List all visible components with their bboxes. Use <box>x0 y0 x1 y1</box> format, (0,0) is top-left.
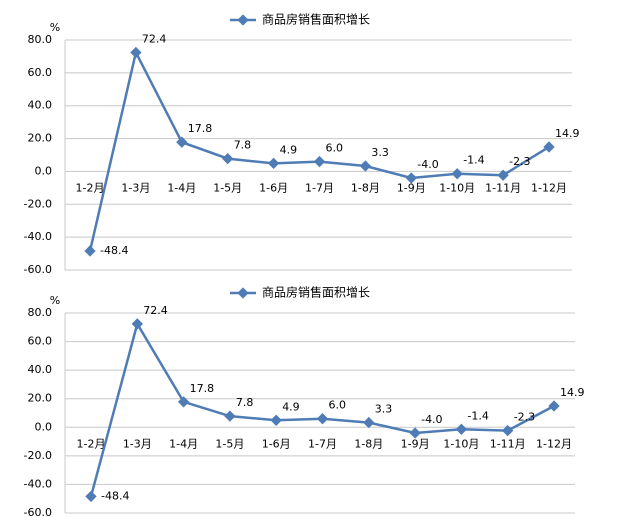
x-tick-label: 1-7月 <box>305 181 334 194</box>
y-axis-title: % <box>50 21 60 34</box>
value-label: 4.9 <box>282 400 300 413</box>
x-tick-label: 1-2月 <box>77 437 106 450</box>
point <box>316 413 329 425</box>
point <box>131 318 143 330</box>
legend-marker <box>237 14 249 26</box>
point <box>270 414 282 426</box>
point <box>177 396 190 408</box>
value-label: -2.3 <box>514 411 535 424</box>
x-tick-label: 1-4月 <box>167 181 196 194</box>
x-tick-label: 1-3月 <box>123 437 152 450</box>
value-label: 17.8 <box>190 382 215 395</box>
point <box>176 136 188 148</box>
point <box>224 410 236 422</box>
legend-label: 商品房销售面积增长 <box>262 12 370 27</box>
y-tick-label: 40.0 <box>28 363 53 376</box>
point <box>497 169 509 181</box>
point <box>405 172 417 184</box>
value-label: -1.4 <box>467 409 488 422</box>
legend-label: 商品房销售面积增长 <box>262 285 370 300</box>
y-tick-label: 20.0 <box>28 392 53 405</box>
point <box>130 46 142 59</box>
point <box>222 152 234 165</box>
x-tick-label: 1-10月 <box>443 437 479 450</box>
value-label: 4.9 <box>280 143 298 156</box>
value-label: 6.0 <box>329 399 347 412</box>
y-tick-label: 0.0 <box>35 164 53 177</box>
y-tick-label: 80.0 <box>28 33 53 46</box>
value-label: -1.4 <box>463 154 484 167</box>
point <box>359 160 372 172</box>
x-tick-label: 1-11月 <box>490 437 526 450</box>
y-tick-label: -60.0 <box>24 263 52 276</box>
x-tick-label: 1-9月 <box>401 437 430 450</box>
y-tick-label: 20.0 <box>28 132 53 145</box>
value-label: 72.4 <box>143 304 168 317</box>
point <box>84 245 96 257</box>
x-tick-label: 1-5月 <box>215 437 244 450</box>
value-label: -2.3 <box>509 155 530 168</box>
y-tick-label: -20.0 <box>24 449 52 462</box>
x-tick-label: 1-12月 <box>531 181 567 194</box>
x-tick-label: 1-4月 <box>169 437 198 450</box>
value-label: 3.3 <box>375 403 393 416</box>
point <box>363 416 375 429</box>
point <box>313 155 326 168</box>
x-tick-label: 1-7月 <box>308 437 337 450</box>
x-tick-label: 1-6月 <box>262 437 291 450</box>
x-tick-label: 1-6月 <box>259 181 288 194</box>
value-label: 14.9 <box>555 127 580 140</box>
point <box>502 424 514 437</box>
y-tick-label: 0.0 <box>35 420 53 433</box>
point <box>267 157 280 170</box>
x-tick-label: 1-11月 <box>485 181 521 194</box>
y-tick-label: -40.0 <box>24 230 52 243</box>
value-label: -48.4 <box>100 244 128 257</box>
value-label: 72.4 <box>142 32 167 45</box>
y-tick-label: -40.0 <box>24 477 52 490</box>
value-label: 14.9 <box>560 386 585 399</box>
x-tick-label: 1-8月 <box>351 181 380 194</box>
y-tick-label: 60.0 <box>28 66 53 79</box>
y-tick-label: 40.0 <box>28 99 53 112</box>
x-tick-label: 1-9月 <box>397 181 426 194</box>
value-label: 6.0 <box>326 142 344 155</box>
x-tick-label: 1-10月 <box>439 181 475 194</box>
y-tick-label: -60.0 <box>24 506 52 517</box>
point <box>455 423 468 435</box>
x-tick-label: 1-2月 <box>76 181 105 194</box>
y-tick-label: 60.0 <box>28 335 53 348</box>
x-tick-label: 1-5月 <box>213 181 242 194</box>
point <box>451 168 463 180</box>
legend-marker <box>237 287 249 299</box>
point <box>548 400 560 412</box>
point <box>543 141 555 153</box>
value-label: -4.0 <box>417 158 438 171</box>
series-line <box>88 48 550 252</box>
value-label: 17.8 <box>188 122 213 135</box>
point <box>85 490 97 503</box>
x-tick-label: 1-3月 <box>121 181 150 194</box>
x-tick-label: 1-8月 <box>354 437 383 450</box>
point <box>409 427 421 439</box>
value-label: -4.0 <box>421 413 442 426</box>
value-label: -48.4 <box>101 489 129 502</box>
x-tick-label: 1-12月 <box>536 437 572 450</box>
value-label: 3.3 <box>371 146 389 159</box>
y-axis-title: % <box>50 294 60 307</box>
y-tick-label: -20.0 <box>24 197 52 210</box>
value-label: 7.8 <box>236 396 254 409</box>
value-label: 7.8 <box>234 139 252 152</box>
y-tick-label: 80.0 <box>28 306 53 319</box>
